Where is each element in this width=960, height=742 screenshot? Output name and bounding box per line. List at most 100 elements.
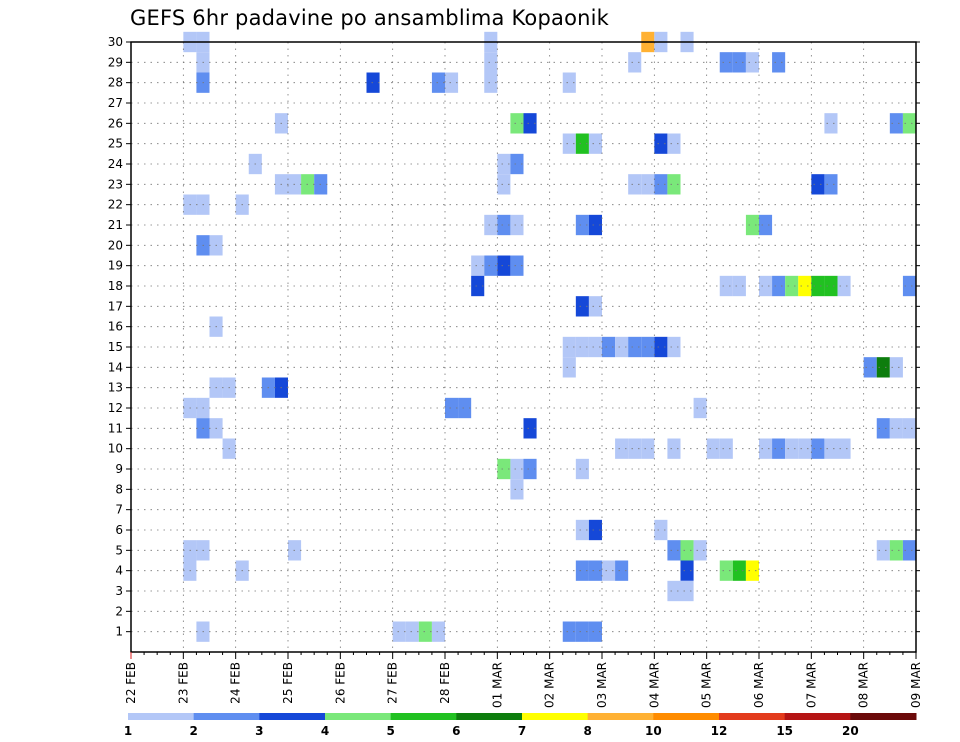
heatmap-cell <box>392 621 406 642</box>
heatmap-cell <box>772 438 786 459</box>
x-tick-label: 25 FEB <box>281 662 295 704</box>
heatmap-cell <box>759 275 773 297</box>
heatmap-cell <box>628 52 642 73</box>
heatmap-cell <box>588 560 602 581</box>
heatmap-cell <box>628 438 642 459</box>
y-tick-label: 3 <box>115 584 123 598</box>
heatmap-cell <box>510 214 524 236</box>
heatmap-cell <box>876 357 890 378</box>
x-tick-label: 24 FEB <box>229 662 243 704</box>
heatmap-cell <box>902 275 916 297</box>
colorbar-label: 20 <box>842 724 859 738</box>
heatmap-cell <box>588 621 602 642</box>
heatmap-cell <box>732 560 746 581</box>
y-tick-label: 7 <box>115 503 123 517</box>
heatmap-cell <box>902 113 916 134</box>
heatmap-cell <box>562 357 576 378</box>
colorbar-label: 4 <box>321 724 329 738</box>
colorbar: 1 2 3 4 5 6 7 8 10 12 15 20 <box>124 713 917 738</box>
y-tick-label: 30 <box>108 35 123 49</box>
heatmap-cell <box>902 540 916 561</box>
heatmap-cell <box>588 336 602 358</box>
heatmap-cell <box>680 580 694 602</box>
y-tick-label: 10 <box>108 442 123 456</box>
heatmap-cell <box>837 438 851 459</box>
x-tick-label: 22 FEB <box>124 662 138 704</box>
x-tick-label: 23 FEB <box>176 662 190 704</box>
y-tick-label: 27 <box>108 96 123 110</box>
y-tick-label: 4 <box>115 564 123 578</box>
heatmap-cell <box>641 174 655 195</box>
heatmap-cell <box>876 418 890 439</box>
heatmap-cell <box>418 621 432 642</box>
y-tick-label: 28 <box>108 76 123 90</box>
y-tick-label: 1 <box>115 625 123 639</box>
colorbar-label: 1 <box>124 724 132 738</box>
colorbar-swatch <box>456 713 523 720</box>
colorbar-swatch <box>587 713 654 720</box>
x-tick-label: 05 MAR <box>700 662 714 708</box>
heatmap-cell <box>785 275 799 297</box>
heatmap-cell <box>602 336 616 358</box>
heatmap-cell <box>863 357 877 378</box>
heatmap-cell <box>588 519 602 541</box>
y-tick-label: 19 <box>108 259 123 273</box>
colorbar-label: 12 <box>711 724 728 738</box>
colorbar-swatch <box>522 713 589 720</box>
heatmap-cell <box>811 438 825 459</box>
heatmap-cell <box>732 52 746 73</box>
heatmap-cell <box>628 336 642 358</box>
heatmap-cell <box>471 255 485 276</box>
y-tick-label: 17 <box>108 299 123 313</box>
heatmap-cell <box>575 214 589 236</box>
heatmap-cell <box>497 153 511 175</box>
heatmap-cell <box>445 397 459 419</box>
y-tick-label: 11 <box>108 421 123 435</box>
x-tick-label: 04 MAR <box>647 662 661 708</box>
heatmap-cells <box>183 31 916 642</box>
y-tick-label: 8 <box>115 482 123 496</box>
heatmap-cell <box>667 174 681 195</box>
heatmap-cell <box>431 72 445 93</box>
x-tick-label: 27 FEB <box>386 662 400 704</box>
heatmap-cell <box>889 540 903 561</box>
heatmap-cell <box>615 560 629 581</box>
heatmap-cell <box>667 438 681 459</box>
heatmap-cell <box>575 519 589 541</box>
heatmap-cell <box>484 214 498 236</box>
heatmap-cell <box>654 336 668 358</box>
heatmap-cell <box>510 153 524 175</box>
heatmap-cell <box>902 418 916 439</box>
heatmap-cell <box>484 72 498 93</box>
heatmap-cell <box>745 560 759 581</box>
y-tick-label: 6 <box>115 523 123 537</box>
heatmap-cell <box>575 336 589 358</box>
y-tick-label: 12 <box>108 401 123 415</box>
heatmap-cell <box>615 336 629 358</box>
chart-title: GEFS 6hr padavine po ansamblima Kopaonik <box>130 6 610 30</box>
heatmap-cell <box>484 52 498 73</box>
y-tick-label: 20 <box>108 238 123 252</box>
heatmap-cell <box>824 438 838 459</box>
y-tick-label: 16 <box>108 320 123 334</box>
heatmap-cell <box>732 275 746 297</box>
colorbar-swatch <box>128 713 195 720</box>
heatmap-cell <box>824 113 838 134</box>
heatmap-cell <box>706 438 720 459</box>
colorbar-label: 10 <box>645 724 662 738</box>
heatmap-cell <box>654 519 668 541</box>
heatmap-cell <box>785 438 799 459</box>
heatmap-cell <box>575 133 589 154</box>
heatmap-cell <box>798 275 812 297</box>
heatmap-cell <box>562 621 576 642</box>
heatmap-cell <box>366 72 380 93</box>
colorbar-swatch <box>653 713 720 720</box>
heatmap-cell <box>693 397 707 419</box>
heatmap-cell <box>510 113 524 134</box>
heatmap-cell <box>667 133 681 154</box>
x-tick-label: 02 MAR <box>543 662 557 708</box>
heatmap-cell <box>798 438 812 459</box>
heatmap-cell <box>641 438 655 459</box>
heatmap-cell <box>445 72 459 93</box>
heatmap-cell <box>759 214 773 236</box>
